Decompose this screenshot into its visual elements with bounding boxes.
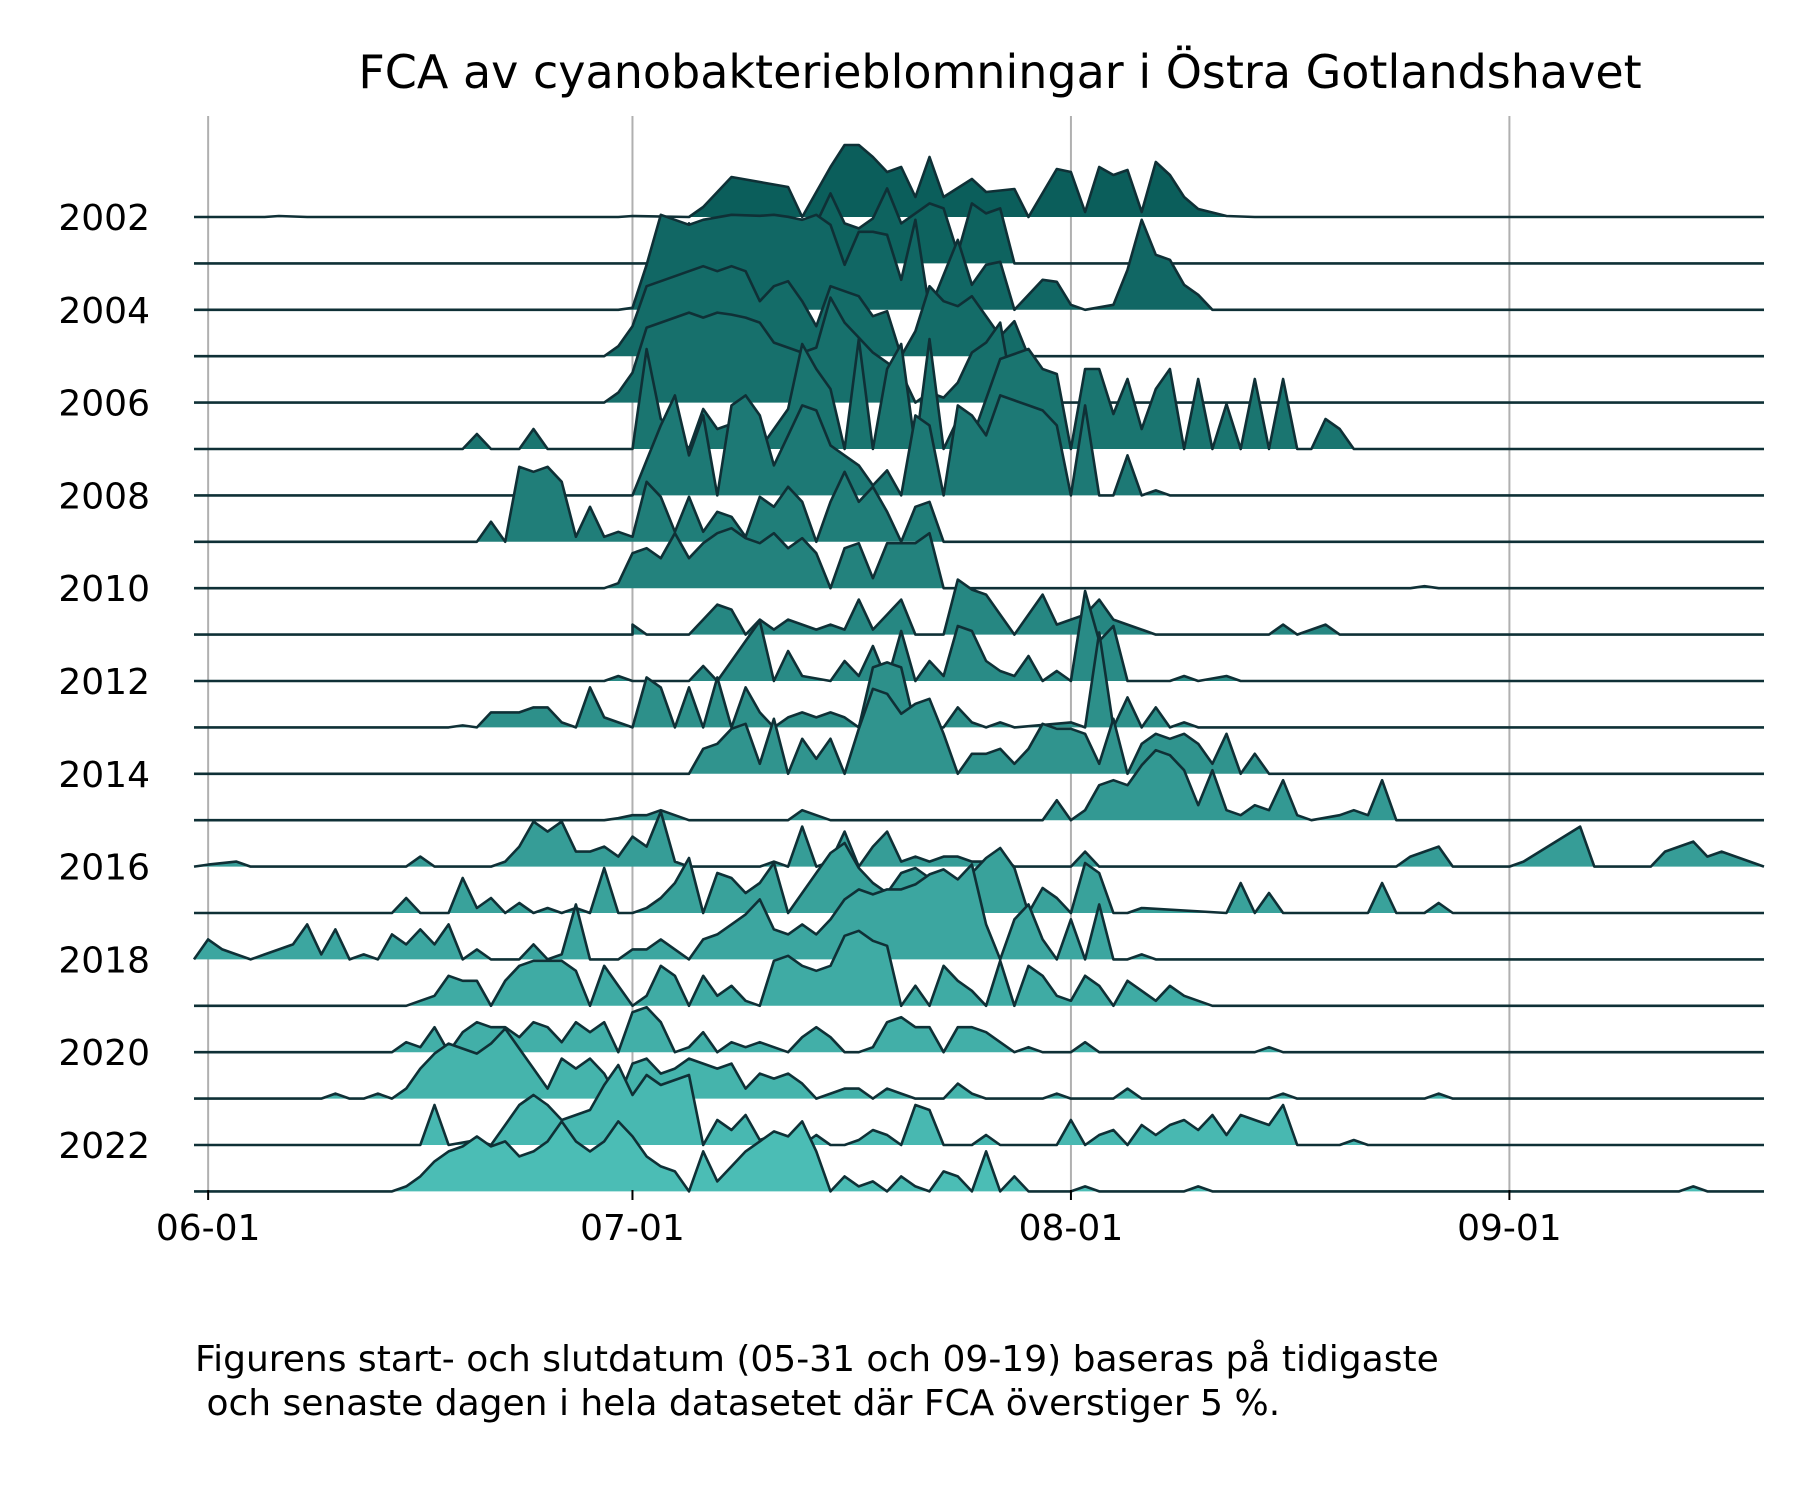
ridge-2022 <box>194 1063 1764 1147</box>
ridge-area-2021 <box>194 1028 1764 1099</box>
ridge-line-2010 <box>194 526 1764 590</box>
ridge-area-2023 <box>194 1121 1764 1192</box>
y-tick-label-2016: 2016 <box>58 848 150 889</box>
y-tick-label-2008: 2008 <box>58 476 150 517</box>
ridge-line-2023 <box>194 1120 1764 1193</box>
ridge-line-2016 <box>193 810 1765 868</box>
y-tick-label-2020: 2020 <box>58 1033 150 1074</box>
y-tick-label-2014: 2014 <box>58 755 150 796</box>
ridge-area-2009 <box>194 466 1764 542</box>
y-tick-label-2006: 2006 <box>58 384 150 425</box>
ridge-line-2018 <box>192 863 1764 961</box>
ridge-2006 <box>194 296 1764 404</box>
ridge-2015 <box>194 748 1764 822</box>
y-tick-label-2022: 2022 <box>58 1126 150 1167</box>
ridge-line-2020 <box>194 1005 1764 1054</box>
x-tick-label-09-01: 09-01 <box>1457 1208 1562 1249</box>
x-axis: 06-01 07-01 08-01 09-01 <box>156 1190 1562 1249</box>
ridge-line-2021 <box>194 1027 1764 1100</box>
ridge-2014 <box>194 687 1764 776</box>
ridge-area-2022 <box>194 1065 1764 1145</box>
ridge-area-2017 <box>194 843 1764 913</box>
x-tick-label-07-01: 07-01 <box>580 1208 685 1249</box>
ridge-area-2006 <box>194 297 1764 403</box>
y-axis-labels: 2002 2004 2006 2008 2010 2012 2014 2016 2018 2020… <box>58 198 150 1167</box>
ridge-2009 <box>194 465 1764 544</box>
ridge-2018 <box>192 863 1764 961</box>
ridge-line-2002 <box>194 143 1764 219</box>
ridge-area-2004 <box>194 214 1764 310</box>
ridge-2013 <box>194 631 1764 729</box>
ridge-2005 <box>194 264 1764 358</box>
ridge-line-2005 <box>194 264 1764 358</box>
ridge-line-2011 <box>194 578 1764 636</box>
ridge-2010 <box>194 526 1764 590</box>
ridge-area-2014 <box>194 688 1764 774</box>
y-tick-label-2004: 2004 <box>58 291 150 332</box>
ridge-area-2005 <box>194 266 1764 357</box>
ridge-line-2009 <box>194 465 1764 544</box>
ridge-line-2014 <box>194 687 1764 776</box>
y-tick-label-2018: 2018 <box>58 940 150 981</box>
ridge-area-2018 <box>194 864 1764 960</box>
ridge-line-2015 <box>194 748 1764 822</box>
ridge-line-2012 <box>194 589 1764 683</box>
ridge-area-2002 <box>194 145 1764 217</box>
ridge-line-2022 <box>194 1063 1764 1147</box>
ridge-2008 <box>194 394 1764 497</box>
ridge-2004 <box>194 213 1764 312</box>
ridge-line-2006 <box>194 296 1764 404</box>
ridge-2020 <box>194 1005 1764 1054</box>
ridge-area-2013 <box>194 632 1764 728</box>
ridge-2011 <box>194 578 1764 636</box>
y-tick-label-2012: 2012 <box>58 662 150 703</box>
ridge-line-2004 <box>194 213 1764 312</box>
ridge-line-2013 <box>194 631 1764 729</box>
ridge-area-2012 <box>194 591 1764 681</box>
y-tick-label-2002: 2002 <box>58 198 150 239</box>
chart-title: FCA av cyanobakterieblomningar i Östra G… <box>358 45 1641 99</box>
ridge-line-2008 <box>194 394 1764 497</box>
ridge-2023 <box>194 1120 1764 1193</box>
ridge-line-2007 <box>194 337 1764 451</box>
ridge-2017 <box>194 841 1764 915</box>
x-tick-label-08-01: 08-01 <box>1019 1208 1124 1249</box>
ridge-area-2011 <box>194 579 1764 635</box>
ridge-area-2008 <box>194 395 1764 496</box>
ridge-2019 <box>194 929 1764 1008</box>
ridge-area-2010 <box>194 528 1764 589</box>
ridge-line-2019 <box>194 929 1764 1008</box>
ridgeline-series <box>192 143 1765 1193</box>
ridge-2021 <box>194 1027 1764 1100</box>
ridge-line-2017 <box>194 841 1764 915</box>
figure-caption: Figurens start- och slutdatum (05-31 och… <box>195 1339 1439 1424</box>
ridge-area-2003 <box>194 188 1764 264</box>
ridge-2012 <box>194 589 1764 683</box>
ridge-2002 <box>194 143 1764 219</box>
ridge-2016 <box>193 810 1765 868</box>
x-tick-label-06-01: 06-01 <box>156 1208 261 1249</box>
y-tick-label-2010: 2010 <box>58 569 150 610</box>
